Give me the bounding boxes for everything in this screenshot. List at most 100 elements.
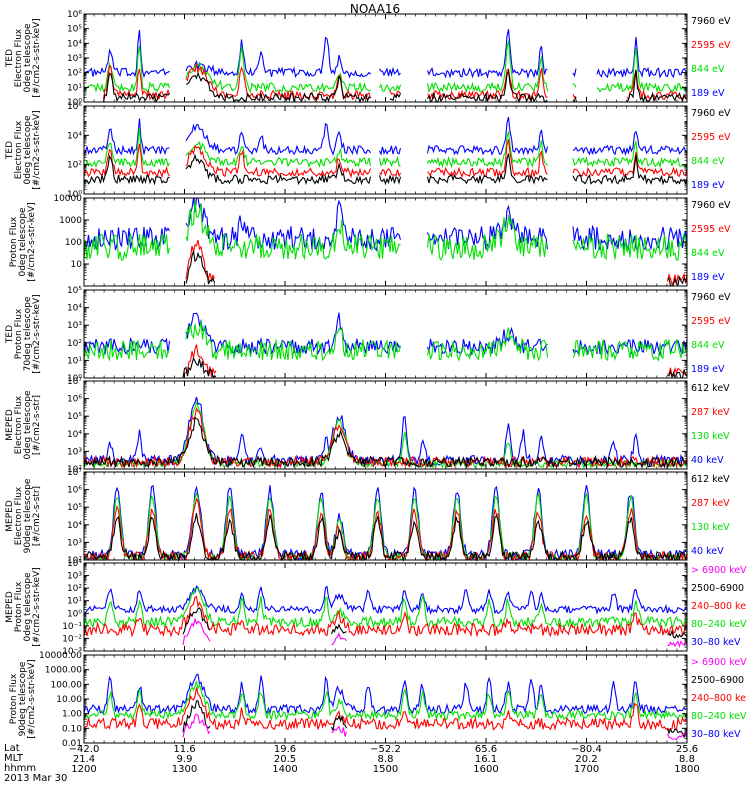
footer-row-label-hhmm: hhmm	[4, 763, 37, 774]
series-240-800-kev	[83, 687, 688, 731]
y-axis-label-line: 0deg telescope	[23, 390, 33, 460]
x-row-value: 8.8	[679, 754, 695, 765]
y-axis-label-line: [#/cm2-s-str-keV]	[32, 110, 42, 189]
y-tick-label: 10²	[67, 339, 82, 349]
y-tick-label: 10000.00	[39, 651, 82, 661]
y-axis-label-line: [#/cm2-s-str-keV]	[27, 202, 37, 281]
y-axis-label-line: 90deg telescope	[23, 478, 33, 553]
legend-entry: 189 eV	[691, 364, 725, 375]
series--6900-kev	[182, 713, 688, 741]
series-844-ev	[83, 321, 688, 362]
y-tick-label: 1000.00	[45, 666, 82, 676]
legend-entry: 844 eV	[691, 64, 725, 75]
y-tick-label: 10⁶	[67, 486, 82, 496]
y-tick-label: 1.00	[62, 710, 82, 720]
series-7960-ev	[182, 356, 688, 379]
chart-title: NOAA16	[349, 2, 401, 16]
y-tick-label: 10⁵	[67, 412, 82, 422]
legend-entry: 80–240 keV	[691, 711, 747, 722]
y-tick-label: 10¹	[67, 83, 82, 93]
x-row-value: 11.6	[173, 744, 195, 755]
y-tick-label: 10²	[67, 556, 82, 566]
legend-entry: 2500–6900	[691, 583, 744, 594]
legend-entry: 844 eV	[691, 156, 725, 167]
panel-frame	[83, 289, 688, 379]
y-tick-label: 10³	[67, 54, 82, 64]
y-tick-label: 10⁴	[67, 304, 82, 314]
footer-row-label-lat: Lat	[4, 743, 20, 754]
y-tick-label: 10⁵	[67, 25, 82, 35]
x-row-value: 21.4	[73, 754, 95, 765]
series-40-kev	[83, 396, 688, 468]
legend-entry: 2595 eV	[691, 316, 731, 327]
y-axis-label-line: [#/cm2-s-str]	[32, 395, 42, 455]
y-tick-label: 10⁰	[67, 609, 82, 619]
legend-entry: 189 eV	[691, 180, 725, 191]
y-tick-label: 100	[65, 238, 82, 248]
legend-entry: 612 keV	[691, 474, 730, 485]
legend-entry: 40 keV	[691, 455, 724, 466]
y-tick-label: 10¹	[67, 597, 82, 607]
y-tick-label: 10³	[67, 538, 82, 548]
legend-entry: > 6900 keV	[691, 565, 747, 576]
legend-entry: 240–800 ke	[691, 693, 746, 704]
y-tick-label: 10¹	[67, 356, 82, 366]
x-row-value: −42.0	[69, 744, 100, 755]
legend-entry: 7960 eV	[691, 16, 731, 27]
panel-2: 10⁰ 10² 10⁴ 10⁶ TED Electron Flux 0deg telesco…	[5, 102, 731, 200]
series-189-ev	[83, 29, 688, 80]
legend-entry: 7960 eV	[691, 200, 731, 211]
series-80-240-kev	[83, 681, 688, 722]
y-axis-label-line: Proton Flux	[14, 581, 24, 632]
y-axis-label-line: 0deg telescope	[18, 207, 28, 277]
series--6900-kev	[182, 617, 688, 648]
x-row-value: −80.4	[571, 744, 602, 755]
series-189-ev	[83, 312, 688, 357]
y-tick-label: 10⁴	[67, 559, 82, 569]
y-tick-label: 10²	[67, 69, 82, 79]
y-tick-label: 0.01	[62, 739, 82, 749]
y-tick-label: 10³	[67, 572, 82, 582]
footer-row-label-mlt: MLT	[4, 753, 23, 764]
y-tick-label: 10⁻²	[62, 634, 82, 644]
panel-7: 10⁻³ 10⁻² 10⁻¹ 10⁰ 10¹ 10² 10³ 10⁴ MEPED Proton F…	[5, 559, 747, 657]
x-row-value: 1300	[172, 764, 197, 775]
legend-entry: 30–80 keV	[691, 729, 741, 740]
legend-entry: > 6900 keV	[691, 657, 747, 668]
y-tick-label: 10³	[67, 321, 82, 331]
y-tick-label: 10²	[67, 584, 82, 594]
y-axis-label-line: 70deg telescope	[23, 296, 33, 371]
y-axis-label-line: 0deg telescope	[23, 23, 33, 93]
y-tick-label: 10	[71, 260, 83, 270]
y-axis-label-line: Proton Flux	[9, 673, 19, 724]
y-tick-label: 10²	[67, 465, 82, 475]
x-row-value: 20.5	[274, 754, 296, 765]
x-row-value: 1200	[71, 764, 96, 775]
panel-6: 10² 10³ 10⁴ 10⁵ 10⁶ 10⁷ MEPED Electron Flux 90de…	[5, 468, 730, 566]
y-tick-label: 10²	[67, 161, 82, 171]
y-axis-label-line: Electron Flux	[14, 486, 24, 545]
y-axis-label-line: [#/cm2-s-str-keV]	[27, 659, 37, 738]
legend-entry: 287 keV	[691, 498, 730, 509]
y-tick-label: 10⁰	[67, 98, 82, 108]
y-tick-label: 0.10	[62, 724, 82, 734]
legend-entry: 80–240 keV	[691, 619, 747, 630]
series-844-ev	[84, 127, 688, 169]
x-row-value: 8.8	[378, 754, 394, 765]
legend-entry: 2595 eV	[691, 224, 731, 235]
y-tick-label: 10⁶	[67, 102, 82, 112]
y-axis-label-line: Electron Flux	[14, 120, 24, 179]
y-axis-label-line: [#/cm2-s-str-keV]	[32, 18, 42, 97]
panel-1: 10⁰ 10¹ 10² 10³ 10⁴ 10⁵ 10⁶ TED Electron Flux 0de…	[5, 10, 731, 108]
panel-5: 10² 10³ 10⁴ 10⁵ 10⁶ 10⁷ MEPED Electron Flux 0deg…	[5, 377, 730, 475]
series-7960-ev	[83, 153, 688, 186]
legend-entry: 612 keV	[691, 383, 730, 394]
legend-entry: 130 keV	[691, 522, 730, 533]
x-row-value: 20.2	[575, 754, 597, 765]
legend-entry: 844 eV	[691, 340, 725, 351]
y-tick-label: 10⁴	[67, 521, 82, 531]
y-tick-label: 10⁰	[67, 374, 82, 384]
series-2595-ev	[83, 139, 688, 179]
y-tick-label: 10⁻¹	[62, 622, 82, 632]
